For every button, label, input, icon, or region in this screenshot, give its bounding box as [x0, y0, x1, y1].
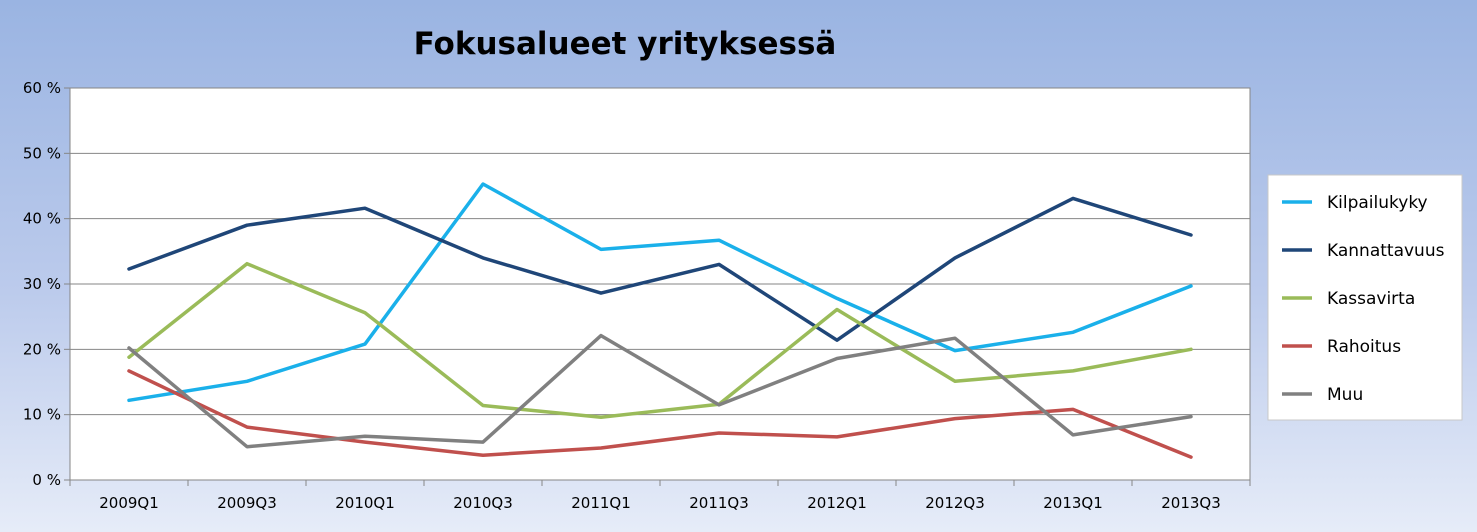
- y-tick-label: 10 %: [23, 406, 61, 424]
- legend-label-kassavirta: Kassavirta: [1327, 289, 1415, 309]
- x-tick-label: 2012Q3: [925, 494, 985, 512]
- legend-label-muu: Muu: [1327, 385, 1363, 405]
- legend-label-rahoitus: Rahoitus: [1327, 337, 1401, 357]
- y-tick-label: 60 %: [23, 79, 61, 97]
- axes: 0 % 10 % 20 % 30 % 40 % 50 % 60 % 2009Q1 2009Q3 2…: [23, 79, 1251, 512]
- x-tick-label: 2009Q3: [217, 494, 277, 512]
- x-tick-label: 2011Q1: [571, 494, 631, 512]
- x-tick-label: 2009Q1: [99, 494, 159, 512]
- y-tick-label: 30 %: [23, 275, 61, 293]
- x-tick-label: 2012Q1: [807, 494, 867, 512]
- series-line-rahoitus: [127, 369, 1193, 459]
- x-tick-label: 2010Q1: [335, 494, 395, 512]
- chart-title: Fokusalueet yrityksessä: [414, 26, 837, 62]
- y-tick-label: 0 %: [32, 471, 61, 489]
- x-tick-label: 2010Q3: [453, 494, 513, 512]
- series-line-muu: [127, 333, 1193, 449]
- y-tick-label: 40 %: [23, 210, 61, 228]
- y-tick-label: 50 %: [23, 144, 61, 162]
- series-lines: [127, 182, 1193, 459]
- y-tick-label: 20 %: [23, 340, 61, 358]
- series-line-kilpailukyky: [127, 182, 1193, 403]
- series-line-kassavirta: [127, 261, 1193, 420]
- legend-label-kannattavuus: Kannattavuus: [1327, 241, 1445, 261]
- legend-label-kilpailukyky: Kilpailukyky: [1327, 193, 1428, 213]
- x-tick-label: 2013Q1: [1043, 494, 1103, 512]
- series-line-kannattavuus: [127, 196, 1193, 342]
- x-tick-label: 2013Q3: [1161, 494, 1221, 512]
- legend: Kilpailukyky Kannattavuus Kassavirta Rahoit…: [1267, 174, 1463, 421]
- x-tick-label: 2011Q3: [689, 494, 749, 512]
